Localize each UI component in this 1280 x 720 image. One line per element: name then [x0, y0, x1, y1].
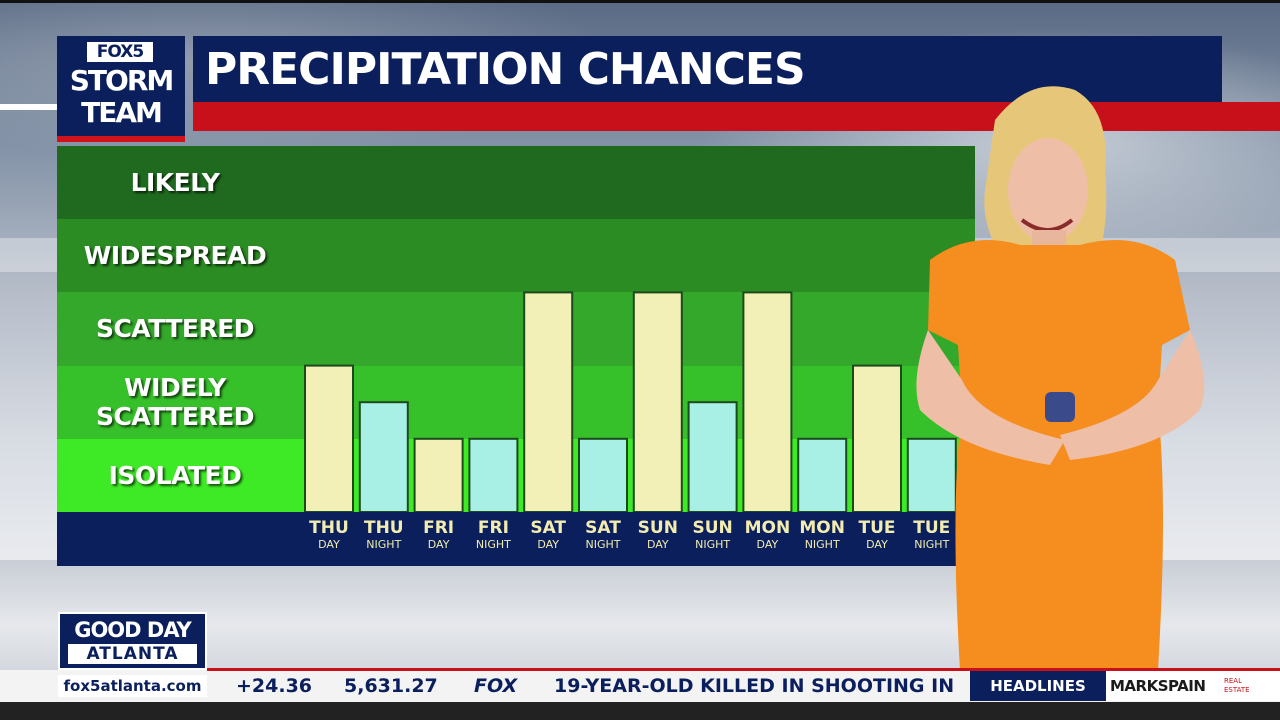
- storm-label: STORM: [69, 64, 175, 97]
- x-tick-day: TUE: [858, 518, 896, 538]
- level-band-likely: LIKELY: [57, 146, 975, 220]
- x-tick-period: DAY: [318, 538, 340, 551]
- x-tick-day: FRI: [423, 518, 455, 538]
- bottom-edge: [0, 702, 1280, 720]
- x-tick-sat-night: SAT NIGHT: [573, 518, 633, 552]
- x-tick-period: DAY: [756, 538, 779, 551]
- show-name-line2: ATLANTA: [68, 644, 197, 664]
- website-url[interactable]: fox5atlanta.com: [58, 675, 207, 697]
- x-tick-day: SAT: [585, 518, 621, 538]
- level-band-widely-scattered: WIDELY SCATTERED: [57, 365, 975, 439]
- ticker-index-value: 5,631.27: [344, 675, 438, 697]
- bar-mon-day: [742, 291, 793, 512]
- bar-mon-night: [797, 437, 848, 512]
- bar-plot: [304, 291, 957, 512]
- x-tick-thu-day: THU DAY: [299, 518, 359, 552]
- bar-tue-day: [852, 364, 902, 512]
- page-title: PRECIPITATION CHANCES: [205, 44, 806, 95]
- x-tick-day: THU: [363, 518, 404, 538]
- x-tick-day: TUE: [913, 518, 951, 538]
- x-tick-day: SAT: [530, 518, 567, 538]
- x-tick-mon-night: MON NIGHT: [792, 518, 852, 552]
- x-tick-sun-night: SUN NIGHT: [683, 518, 743, 552]
- show-name-line1: GOOD DAY: [74, 618, 192, 642]
- sponsor-box: MARKSPAIN REAL ESTATE: [1106, 671, 1280, 701]
- team-label: TEAM: [81, 96, 163, 129]
- x-tick-mon-day: MON DAY: [737, 518, 797, 552]
- x-tick-day: MON: [744, 518, 791, 538]
- bar-tue-night: [906, 437, 957, 512]
- x-tick-tue-night: TUE NIGHT: [902, 518, 962, 552]
- x-tick-sun-day: SUN DAY: [628, 518, 688, 552]
- x-tick-period: NIGHT: [914, 538, 950, 551]
- level-label: WIDESPREAD: [83, 241, 267, 271]
- bar-fri-night: [468, 437, 519, 512]
- top-border: [0, 0, 1280, 3]
- x-tick-period: DAY: [866, 538, 888, 551]
- bar-thu-day: [304, 364, 354, 512]
- bar-sat-night: [578, 437, 628, 512]
- x-tick-day: MON: [799, 518, 845, 538]
- bar-thu-night: [358, 401, 409, 512]
- level-label: ISOLATED: [108, 460, 242, 490]
- x-tick-day: SUN: [692, 518, 733, 538]
- x-tick-day: THU: [309, 518, 349, 538]
- x-tick-fri-day: FRI DAY: [409, 518, 469, 552]
- sponsor-name: MARKSPAIN: [1110, 677, 1206, 695]
- level-label: LIKELY: [130, 168, 220, 198]
- fox5-label: FOX5: [87, 42, 153, 62]
- x-tick-tue-day: TUE DAY: [847, 518, 907, 552]
- x-tick-thu-night: THU NIGHT: [354, 518, 414, 552]
- x-tick-period: DAY: [537, 538, 560, 551]
- meteorologist: [916, 86, 1205, 720]
- ticker-number-change: +24.36: [236, 675, 313, 697]
- sponsor-subtitle: REAL ESTATE: [1224, 677, 1250, 694]
- bar-sun-day: [632, 291, 683, 512]
- bar-sun-night: [687, 401, 738, 512]
- headlines-label: HEADLINES: [970, 671, 1106, 701]
- logo-red-stripe: [57, 136, 185, 142]
- fox-network-logo: FOX: [474, 675, 518, 697]
- x-tick-day: FRI: [477, 518, 509, 538]
- x-tick-period: NIGHT: [475, 538, 511, 551]
- x-tick-fri-night: FRI NIGHT: [463, 518, 523, 552]
- x-axis: THU DAY THU NIGHT FRI DAY FRI NIGHT SAT DAY SAT NIG…: [57, 512, 975, 566]
- bar-sat-day: [523, 291, 574, 512]
- x-tick-period: DAY: [646, 538, 669, 551]
- level-label: WIDELY SCATTERED: [95, 373, 255, 432]
- ticker-red-stripe: [207, 668, 1280, 671]
- level-band-widespread: WIDESPREAD: [57, 219, 975, 293]
- x-tick-period: NIGHT: [366, 538, 402, 551]
- x-tick-day: SUN: [637, 518, 678, 538]
- level-label: SCATTERED: [95, 314, 255, 344]
- x-tick-period: NIGHT: [585, 538, 621, 551]
- bar-fri-day: [413, 437, 464, 512]
- ticker-headline: 19-YEAR-OLD KILLED IN SHOOTING IN: [554, 675, 955, 697]
- x-tick-period: NIGHT: [695, 538, 731, 551]
- left-accent-line: [0, 104, 57, 110]
- good-day-atlanta-logo: GOOD DAY ATLANTA: [58, 612, 207, 670]
- x-tick-sat-day: SAT DAY: [518, 518, 578, 552]
- x-tick-period: DAY: [427, 538, 450, 551]
- precipitation-chart: ISOLATED WIDELY SCATTERED SCATTERED WIDESPRE…: [57, 146, 975, 566]
- storm-team-logo: FOX5 STORM TEAM: [57, 36, 185, 142]
- x-tick-period: NIGHT: [804, 538, 840, 551]
- level-band-scattered: SCATTERED: [57, 292, 975, 366]
